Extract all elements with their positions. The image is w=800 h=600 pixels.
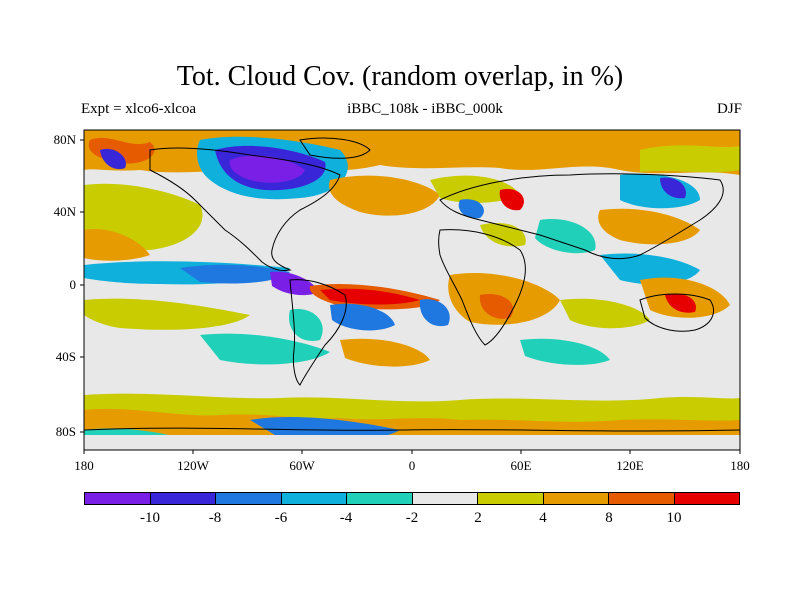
colorbar-cell-2 [216,493,282,504]
region-india-teal [535,219,596,254]
lon-label-60e: 60E [510,458,532,473]
season-label: DJF [716,101,742,117]
lat-label-80s: 80S [55,424,76,439]
coast-australia [639,293,714,332]
region-spcz-yellow [84,298,250,330]
region-npacific-orange [84,229,150,261]
region-brazil-blue [330,303,395,331]
region-australia-red [665,293,696,313]
map-field [84,130,740,450]
coast-south-america [289,279,347,386]
lat-label-40s: 40S [55,349,76,364]
experiment-label: Expt = xlco6-xlcoa [81,101,197,117]
region-satl-orange [340,338,430,367]
coast-antarctica [84,427,740,432]
colorbar-cell-1 [150,493,216,504]
colorbar-label-neg4: -4 [339,510,353,526]
colorbar-cell-8 [609,493,675,504]
lon-ticks [83,450,741,454]
region-alaska-blue [100,148,126,170]
region-europe-yellow [430,175,520,203]
lon-label-120w: 120W [177,458,209,473]
lat-label-0: 0 [69,277,77,292]
colorbar-label-neg2: -2 [405,510,419,526]
region-siberia-yellow [640,145,740,173]
region-canada-purple [229,155,305,183]
region-andes-teal [289,309,323,341]
region-med-blue [458,199,484,219]
colorbar [84,492,740,505]
coastlines [84,137,740,432]
colorbar-label-8: 8 [605,510,613,526]
colorbar-label-2: 2 [474,510,482,526]
lat-label-40n: 40N [53,204,76,219]
lon-label-60w: 60W [289,458,315,473]
comparison-label: iBBC_108k - iBBC_000k [347,101,503,117]
region-kamchatka-blue [660,177,686,199]
colorbar-cell-6 [478,493,544,504]
region-epac-purple [270,271,320,296]
colorbar-label-10: 10 [666,510,682,526]
colorbar-label-4: 4 [539,510,547,526]
colorbar-cell-4 [347,493,413,504]
coast-greenland [299,137,371,159]
lon-label-120e: 120E [616,458,644,473]
region-caspian-red [499,189,524,211]
lat-ticks [80,139,84,433]
region-maritime-cyan [600,253,700,285]
lon-label-180e: 180 [730,458,750,473]
region-sindian-teal [520,338,610,365]
region-atlantic-red [320,288,420,305]
coast-north-america [149,147,341,271]
region-indian-yellow [560,298,650,329]
region-itcz-blue [180,264,290,284]
region-natlantic-orange [329,175,440,216]
region-spacific-teal [200,333,330,365]
colorbar-label-neg8: -8 [208,510,222,526]
lat-label-80n: 80N [53,132,76,147]
lon-label-0: 0 [408,458,416,473]
colorbar-cell-0 [85,493,151,504]
region-madagascar-strong [479,294,514,319]
region-antarctica-land [84,435,740,450]
coast-eurasia [439,173,724,260]
colorbar-label-neg6: -6 [274,510,288,526]
colorbar-cell-3 [281,493,347,504]
coast-africa [438,229,526,346]
colorbar-cell-7 [543,493,609,504]
region-satlantic-blue [419,299,450,327]
colorbar-cell-5 [412,493,478,504]
lon-label-180w: 180 [74,458,94,473]
colorbar-cell-9 [674,493,739,504]
colorbar-label-neg10: -10 [140,510,160,526]
plot-title: Tot. Cloud Cov. (random overlap, in %) [176,61,624,92]
